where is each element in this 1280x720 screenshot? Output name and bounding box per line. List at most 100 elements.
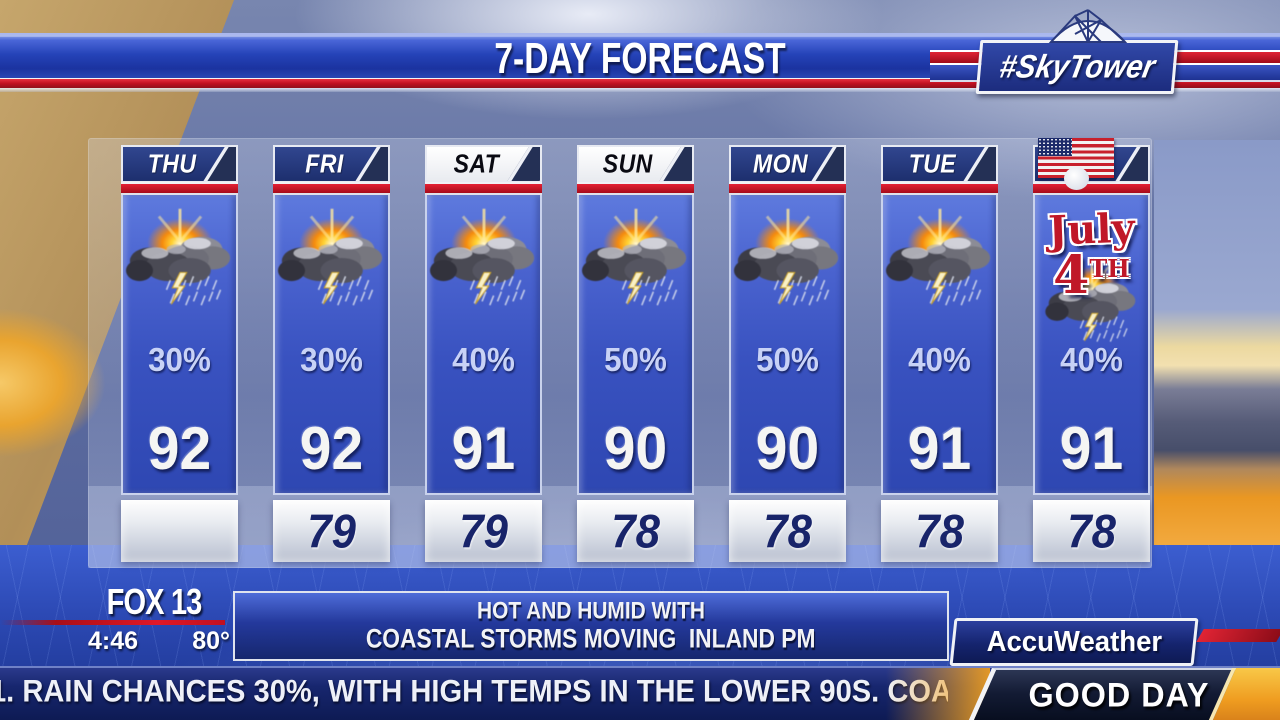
day-label-tab: FRI xyxy=(273,145,390,182)
us-flag-icon xyxy=(1038,138,1114,190)
storm-icon xyxy=(125,208,231,306)
day-label-tab: THU xyxy=(121,145,238,182)
storm-icon xyxy=(733,208,839,306)
studio-sunset-scene-right xyxy=(1154,140,1280,610)
ticker-text-clip: 1. RAIN CHANCES 30%, WITH HIGH TEMPS IN … xyxy=(0,675,948,709)
forecast-day-column: SUN 50% 90 78 xyxy=(577,145,694,562)
high-temp: 91 xyxy=(907,415,972,482)
tab-red-stripe xyxy=(121,182,238,195)
accuweather-logo-text: AccuWeather xyxy=(986,625,1162,658)
tab-red-stripe xyxy=(273,182,390,195)
current-temp: 80° xyxy=(192,627,230,655)
low-temp-box: 78 xyxy=(729,500,846,562)
time-temp-row: 4:46 80° xyxy=(88,627,230,656)
day-body: 30% 92 xyxy=(121,195,238,495)
rain-chance: 40% xyxy=(452,341,515,378)
ticker-text: 1. RAIN CHANCES 30%, WITH HIGH TEMPS IN … xyxy=(0,675,948,709)
accuweather-logo: AccuWeather xyxy=(949,618,1199,666)
low-temp-box: 78 xyxy=(577,500,694,562)
us-flag-canton xyxy=(1038,138,1072,156)
tab-diagonal-corner xyxy=(1113,147,1148,181)
high-temp: 91 xyxy=(451,415,516,482)
july-4th-label: July 4TH xyxy=(1035,204,1148,306)
forecast-day-column: SAT 40% 91 79 xyxy=(425,145,542,562)
day-label-tab: TUE xyxy=(881,145,998,182)
page-title: 7-DAY FORECAST xyxy=(494,35,786,83)
day-label: FRI xyxy=(304,148,344,179)
day-label: MON xyxy=(752,148,808,179)
th-suffix: TH xyxy=(1089,254,1130,283)
low-temp: 78 xyxy=(611,504,660,558)
station-red-line xyxy=(0,620,225,625)
storm-icon xyxy=(581,208,687,306)
high-temp: 90 xyxy=(755,415,820,482)
rain-chance: 30% xyxy=(300,341,363,378)
rain-chance: 50% xyxy=(756,341,819,378)
low-temp: 79 xyxy=(307,504,356,558)
rain-chance: 40% xyxy=(908,341,971,378)
day-label-tab: SAT xyxy=(425,145,542,182)
tab-red-stripe xyxy=(729,182,846,195)
good-day-logo: GOOD DAY xyxy=(886,668,1280,720)
top-banner-red-stripe xyxy=(0,78,1280,88)
low-temp-box: 78 xyxy=(881,500,998,562)
tab-red-stripe xyxy=(577,182,694,195)
rain-chance: 50% xyxy=(604,341,667,378)
day-label-tab: SUN xyxy=(577,145,694,182)
high-temp: 92 xyxy=(147,415,212,482)
forecast-day-column: THU 30% 92 xyxy=(121,145,238,562)
top-banner-silver-line xyxy=(0,88,1280,92)
storm-icon xyxy=(885,208,991,306)
station-logo: FOX 13 xyxy=(106,581,203,622)
skytower-logo: #SkyTower xyxy=(975,40,1179,94)
low-temp-box: 78 xyxy=(1033,500,1150,562)
low-temp-box: 79 xyxy=(273,500,390,562)
low-temp: 79 xyxy=(459,504,508,558)
day-body: 30% 92 xyxy=(273,195,390,495)
flag-ball-decoration xyxy=(1064,167,1089,190)
low-temp: 78 xyxy=(915,504,964,558)
low-temp: 78 xyxy=(1067,504,1116,558)
headline-banner: HOT AND HUMID WITH COASTAL STORMS MOVING… xyxy=(233,591,949,661)
day-body: July 4TH 40% 91 xyxy=(1033,195,1150,495)
rain-chance: 30% xyxy=(148,341,211,378)
digit-4: 4 xyxy=(1053,245,1090,306)
headline-line-2: COASTAL STORMS MOVING INLAND PM xyxy=(366,624,816,655)
forecast-day-column: MON 50% 90 78 xyxy=(729,145,846,562)
storm-icon xyxy=(429,208,535,306)
high-temp: 90 xyxy=(603,415,668,482)
tab-red-stripe xyxy=(425,182,542,195)
high-temp: 91 xyxy=(1059,415,1124,482)
forecast-columns: THU 30% 92 FRI 30% 92 xyxy=(121,138,1151,562)
tab-red-stripe xyxy=(881,182,998,195)
day-label: THU xyxy=(147,148,197,179)
forecast-day-column: TUE 40% 91 78 xyxy=(881,145,998,562)
clock-time: 4:46 xyxy=(88,627,139,655)
day-body: 40% 91 xyxy=(425,195,542,495)
day-body: 50% 90 xyxy=(729,195,846,495)
low-temp-box: 79 xyxy=(425,500,542,562)
good-day-logo-text: GOOD DAY xyxy=(1028,675,1210,714)
day-body: 50% 90 xyxy=(577,195,694,495)
high-temp: 92 xyxy=(299,415,364,482)
headline-line-1: HOT AND HUMID WITH xyxy=(477,596,705,625)
day-label: SAT xyxy=(453,148,499,179)
tab-red-stripe xyxy=(1033,182,1150,195)
day-label: SUN xyxy=(603,148,654,179)
day-body: 40% 91 xyxy=(881,195,998,495)
day-label-tab: MON xyxy=(729,145,846,182)
july-word: July xyxy=(1047,204,1136,255)
news-ticker: 1. RAIN CHANCES 30%, WITH HIGH TEMPS IN … xyxy=(0,666,1280,720)
storm-icon xyxy=(277,208,383,306)
forecast-day-column: FRI 30% 92 79 xyxy=(273,145,390,562)
skytower-logo-text: #SkyTower xyxy=(996,48,1158,85)
rain-chance: 40% xyxy=(1060,341,1123,378)
fourth-label: 4TH xyxy=(1035,245,1148,306)
day-label: TUE xyxy=(908,148,956,179)
tab-diagonal-corner xyxy=(353,147,388,181)
low-temp: 78 xyxy=(763,504,812,558)
radar-dome-icon xyxy=(1048,9,1128,43)
accuweather-red-stripe xyxy=(1196,629,1280,642)
forecast-day-column-july-4th: July 4TH 40% 91 78 xyxy=(1033,138,1150,562)
